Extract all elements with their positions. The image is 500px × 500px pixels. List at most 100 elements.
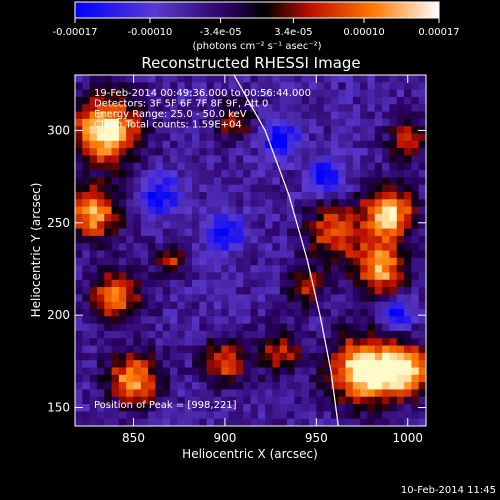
heatmap-cell	[192, 396, 200, 405]
heatmap-cell	[287, 309, 295, 317]
heatmap-cell	[301, 367, 310, 376]
heatmap-cell	[199, 316, 208, 325]
heatmap-cell	[177, 294, 186, 303]
heatmap-cell	[265, 213, 273, 222]
heatmap-cell	[206, 206, 215, 215]
heatmap-cell	[126, 257, 134, 266]
heatmap-cell	[96, 140, 105, 149]
heatmap-cell	[330, 199, 339, 208]
heatmap-cell	[184, 213, 193, 222]
heatmap-cell	[104, 206, 112, 215]
heatmap-cell	[367, 345, 376, 354]
heatmap-cell	[257, 235, 266, 244]
heatmap-cell	[352, 323, 361, 332]
heatmap-cell	[133, 75, 142, 83]
heatmap-cell	[294, 367, 303, 376]
heatmap-cell	[265, 162, 273, 171]
heatmap-cell	[250, 170, 259, 178]
heatmap-cell	[338, 338, 346, 346]
heatmap-cell	[199, 235, 208, 244]
heatmap-cell	[301, 111, 310, 120]
heatmap-cell	[360, 243, 368, 251]
heatmap-cell	[155, 221, 164, 229]
heatmap-cell	[265, 228, 273, 237]
heatmap-cell	[418, 221, 426, 229]
heatmap-cell	[221, 170, 229, 178]
heatmap-cell	[82, 287, 91, 295]
heatmap-cell	[133, 287, 142, 295]
heatmap-cell	[199, 82, 208, 91]
heatmap-cell	[96, 221, 105, 229]
heatmap-cell	[118, 294, 127, 303]
heatmap-cell	[206, 126, 215, 134]
heatmap-cell	[243, 140, 251, 149]
heatmap-cell	[104, 382, 112, 390]
heatmap-cell	[316, 257, 325, 266]
heatmap-cell	[184, 272, 193, 281]
heatmap-cell	[140, 345, 149, 354]
heatmap-cell	[374, 345, 383, 354]
heatmap-cell	[104, 330, 112, 339]
heatmap-cell	[221, 213, 229, 222]
heatmap-cell	[287, 148, 295, 156]
heatmap-cell	[82, 192, 91, 200]
heatmap-cell	[374, 301, 383, 310]
heatmap-cell	[309, 404, 317, 412]
heatmap-cell	[418, 155, 426, 164]
heatmap-cell	[309, 287, 317, 295]
heatmap-cell	[309, 221, 317, 229]
heatmap-cell	[96, 133, 105, 142]
heatmap-cell	[404, 235, 412, 244]
heatmap-cell	[162, 184, 171, 193]
heatmap-cell	[177, 250, 186, 259]
colorbar-tick-label: 3.4e-05	[274, 27, 312, 38]
heatmap-cell	[177, 155, 186, 164]
heatmap-cell	[338, 265, 346, 273]
heatmap-cell	[221, 338, 229, 346]
heatmap-cell	[360, 374, 368, 383]
heatmap-cell	[82, 170, 91, 178]
heatmap-cell	[126, 367, 134, 376]
heatmap-cell	[126, 199, 134, 208]
heatmap-cell	[213, 301, 222, 310]
heatmap-cell	[184, 352, 193, 361]
heatmap-cell	[404, 104, 412, 112]
heatmap-cell	[418, 265, 426, 273]
heatmap-cell	[118, 323, 127, 332]
heatmap-cell	[360, 367, 368, 376]
heatmap-cell	[411, 162, 420, 171]
heatmap-cell	[177, 82, 186, 91]
heatmap-cell	[382, 96, 390, 105]
heatmap-cell	[360, 257, 368, 266]
heatmap-cell	[118, 404, 127, 412]
heatmap-cell	[228, 382, 237, 390]
heatmap-cell	[287, 162, 295, 171]
heatmap-cell	[111, 184, 120, 193]
heatmap-cell	[330, 104, 339, 112]
heatmap-cell	[294, 133, 303, 142]
heatmap-cell	[330, 162, 339, 171]
heatmap-cell	[257, 192, 266, 200]
heatmap-cell	[389, 418, 398, 426]
heatmap-cell	[345, 272, 354, 281]
heatmap-cell	[382, 330, 390, 339]
heatmap-cell	[309, 330, 317, 339]
heatmap-cell	[279, 162, 288, 171]
heatmap-cell	[257, 265, 266, 273]
heatmap-cell	[294, 82, 303, 91]
heatmap-cell	[418, 96, 426, 105]
heatmap-cell	[374, 309, 383, 317]
heatmap-cell	[330, 330, 339, 339]
heatmap-cell	[316, 345, 325, 354]
heatmap-cell	[126, 265, 134, 273]
heatmap-cell	[177, 184, 186, 193]
heatmap-cell	[148, 272, 156, 281]
heatmap-cell	[192, 96, 200, 105]
heatmap-cell	[148, 309, 156, 317]
heatmap-cell	[170, 199, 178, 208]
heatmap-cell	[221, 382, 229, 390]
heatmap-cell	[265, 192, 273, 200]
heatmap-cell	[250, 382, 259, 390]
heatmap-cell	[96, 89, 105, 98]
heatmap-cell	[126, 316, 134, 325]
